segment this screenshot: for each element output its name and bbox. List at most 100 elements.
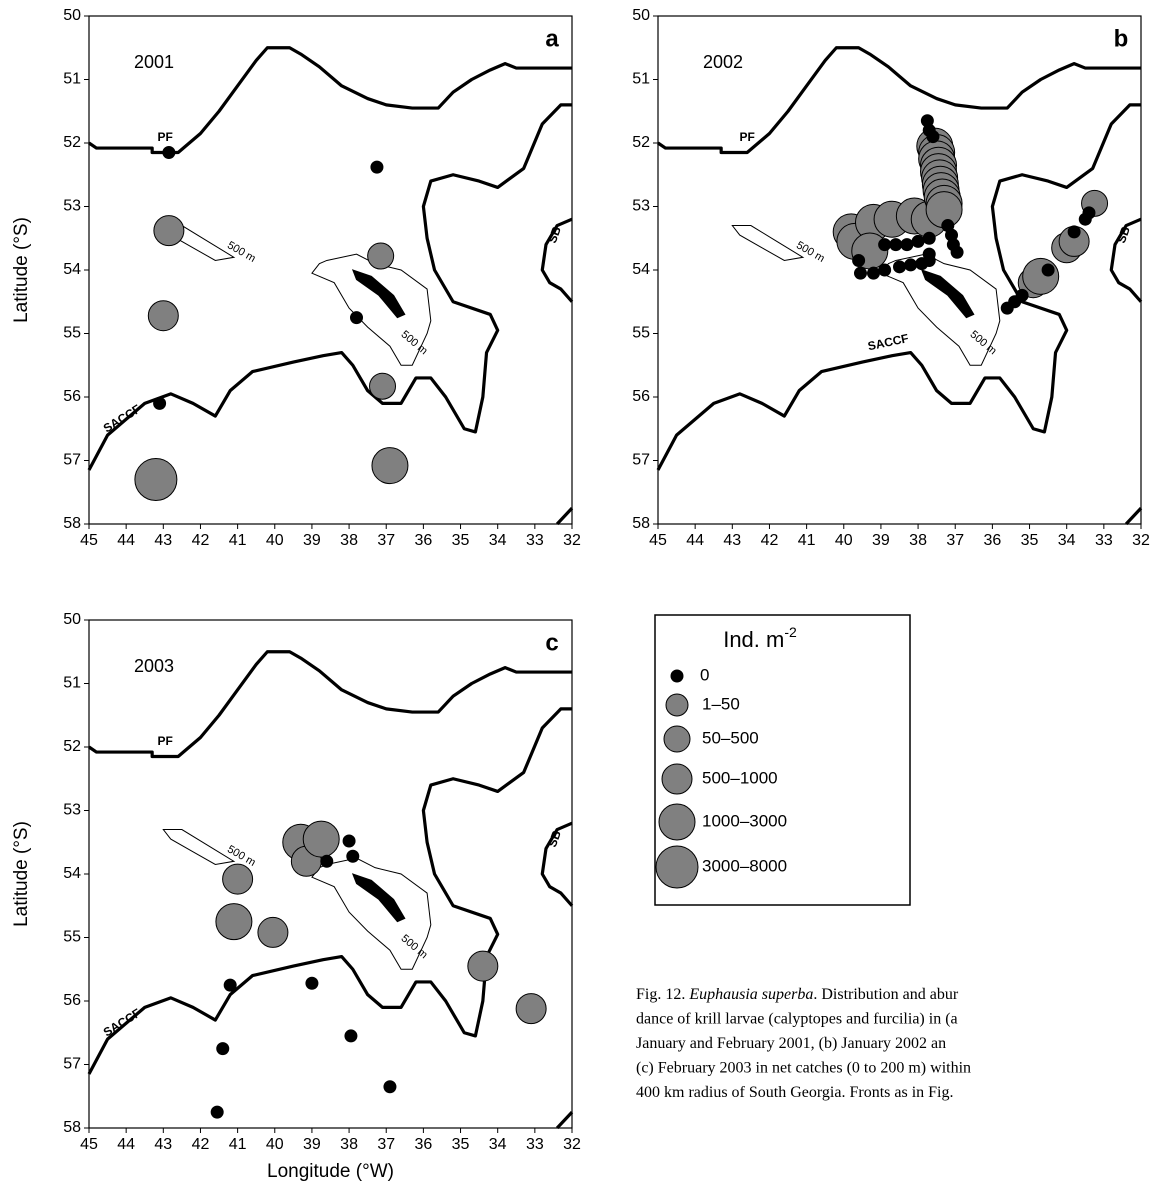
panel-letter: b — [1114, 25, 1129, 52]
x-tick-label: 42 — [192, 1136, 210, 1153]
y-tick-label: 53 — [63, 198, 81, 215]
station-bubble — [257, 916, 289, 948]
x-tick-label: 33 — [526, 1136, 544, 1153]
legend-swatch — [655, 845, 699, 889]
x-tick-label: 36 — [983, 532, 1001, 549]
station-zero — [1067, 225, 1081, 239]
y-tick-label: 55 — [63, 325, 81, 342]
x-tick-label: 45 — [649, 532, 667, 549]
map-panel: 45 44 43 42 41 40 39 38 37 36 35 34 33 32 50 51 52 53 54 55… — [11, 7, 581, 549]
station-zero — [223, 978, 237, 992]
map-annotation: PF — [739, 130, 754, 144]
x-tick-label: 43 — [723, 532, 741, 549]
map-annotation: 500 m — [399, 933, 430, 962]
station-zero — [889, 238, 903, 252]
station-zero — [1082, 206, 1096, 220]
station-zero — [320, 854, 334, 868]
station-zero — [210, 1105, 224, 1119]
y-tick-label: 57 — [63, 452, 81, 469]
x-tick-label: 45 — [80, 532, 98, 549]
x-tick-label: 33 — [1095, 532, 1113, 549]
y-tick-label: 50 — [63, 611, 81, 628]
x-tick-label: 32 — [563, 1136, 581, 1153]
map-annotation: PF — [157, 130, 172, 144]
caption-text: 400 km radius of South Georgia. Fronts a… — [636, 1084, 953, 1101]
x-tick-label: 42 — [192, 532, 210, 549]
x-tick-label: 34 — [489, 1136, 507, 1153]
panel-year: 2001 — [134, 52, 174, 72]
x-tick-label: 44 — [686, 532, 704, 549]
legend-label: 0 — [700, 665, 709, 684]
station-zero — [878, 238, 892, 252]
y-tick-label: 51 — [63, 71, 81, 88]
y-tick-label: 58 — [632, 515, 650, 532]
x-tick-label: 39 — [872, 532, 890, 549]
map-annotation: SACCF — [867, 331, 910, 353]
map-panel: 45 44 43 42 41 40 39 38 37 36 35 34 33 32 50 51 52 53 54 55… — [11, 611, 581, 1182]
geography — [658, 48, 1141, 524]
x-tick-label: 42 — [761, 532, 779, 549]
y-tick-label: 56 — [63, 992, 81, 1009]
x-tick-label: 44 — [117, 1136, 135, 1153]
y-tick-label: 55 — [63, 929, 81, 946]
y-tick-label: 57 — [632, 452, 650, 469]
y-tick-label: 58 — [63, 515, 81, 532]
station-zero — [342, 834, 356, 848]
x-tick-label: 41 — [229, 1136, 247, 1153]
x-tick-label: 41 — [798, 532, 816, 549]
station-zero — [878, 263, 892, 277]
station-zero — [370, 160, 384, 174]
station-zero — [900, 238, 914, 252]
caption-text: (c) February 2003 in net catches (0 to 2… — [636, 1059, 971, 1076]
station-zero — [893, 260, 906, 274]
y-axis-label: Latitude (°S) — [11, 821, 32, 927]
map-annotation: SB — [1114, 224, 1133, 245]
panel-year: 2003 — [134, 656, 174, 676]
x-tick-label: 33 — [526, 532, 544, 549]
map-panel: 45 44 43 42 41 40 39 38 37 36 35 34 33 32 50 51 52 53 54 55… — [632, 7, 1150, 549]
geography — [89, 48, 572, 524]
caption-text: January and February 2001, (b) January 2… — [636, 1035, 946, 1052]
legend-title-text: Ind. m — [723, 627, 784, 652]
x-tick-label: 32 — [563, 532, 581, 549]
caption-line: 400 km radius of South Georgia. Fronts a… — [636, 1084, 953, 1101]
x-tick-label: 34 — [1058, 532, 1076, 549]
y-axis-label: Latitude (°S) — [11, 217, 32, 323]
stations — [134, 146, 409, 502]
x-tick-label: 37 — [946, 532, 964, 549]
x-tick-label: 43 — [154, 532, 172, 549]
legend-title-exponent: -2 — [784, 624, 797, 640]
map-annotation: 500 m — [399, 329, 430, 358]
station-bubble — [369, 372, 397, 400]
legend-swatch — [670, 669, 684, 683]
station-bubble — [467, 950, 499, 982]
y-tick-label: 53 — [632, 198, 650, 215]
station-bubble — [515, 993, 547, 1025]
y-tick-label: 51 — [632, 71, 650, 88]
legend-label: 3000–8000 — [702, 856, 787, 875]
y-tick-label: 58 — [63, 1119, 81, 1136]
station-bubble — [302, 820, 340, 858]
station-bubble — [367, 242, 395, 270]
x-tick-label: 39 — [303, 1136, 321, 1153]
station-zero — [344, 1029, 358, 1043]
legend-swatch — [661, 763, 693, 795]
station-bubble — [222, 863, 254, 895]
x-tick-label: 36 — [414, 532, 432, 549]
y-tick-label: 54 — [63, 261, 81, 278]
station-bubble — [153, 215, 185, 247]
x-tick-label: 45 — [80, 1136, 98, 1153]
x-tick-label: 38 — [340, 1136, 358, 1153]
station-zero — [346, 849, 360, 863]
caption-species: Euphausia superba — [688, 986, 813, 1003]
panel-year: 2002 — [703, 52, 743, 72]
legend-swatch — [665, 693, 689, 717]
y-tick-label: 53 — [63, 802, 81, 819]
station-bubble — [134, 458, 178, 502]
x-tick-label: 35 — [1021, 532, 1039, 549]
x-tick-label: 32 — [1132, 532, 1150, 549]
station-zero — [853, 266, 867, 280]
panel-letter: c — [545, 629, 558, 656]
station-bubble — [1022, 257, 1060, 295]
